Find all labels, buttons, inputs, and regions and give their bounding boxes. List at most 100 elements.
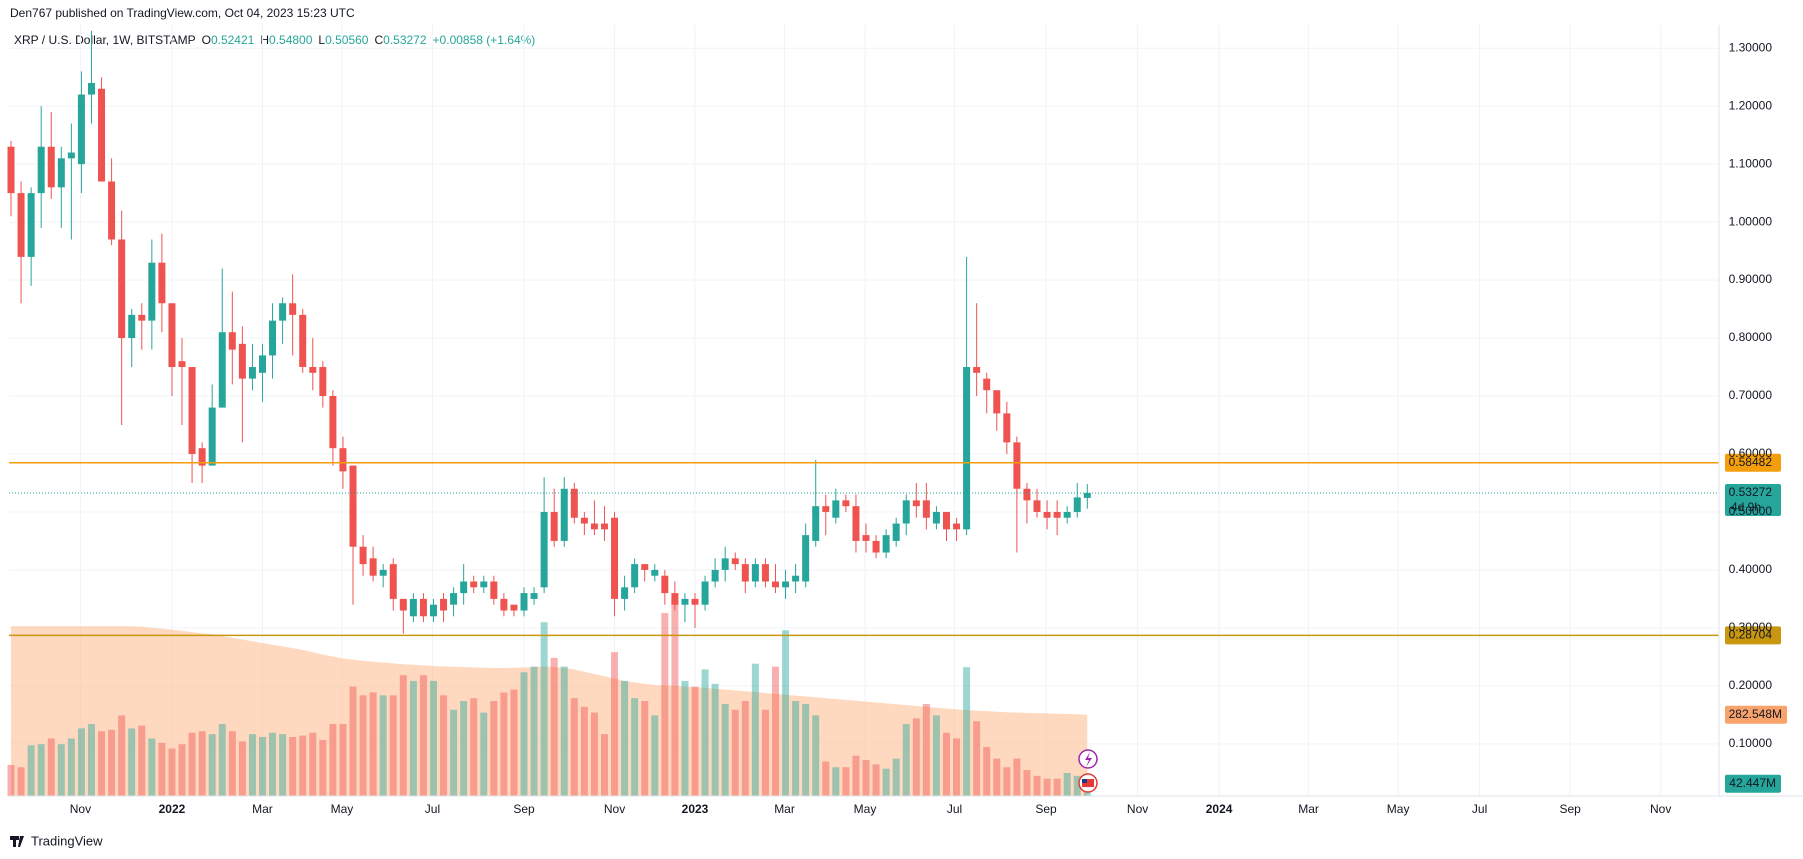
candle-body [942,511,950,530]
candle-body [510,604,518,611]
volume-bar [450,709,458,796]
candle-body [932,511,940,524]
event-icons[interactable] [1078,749,1098,793]
volume-bar [148,738,156,796]
volume-bar [802,703,810,796]
candle-body [540,511,548,588]
candle-body [1063,511,1071,518]
candle-body [319,367,327,397]
y-tick-label: 0.50000 [1729,504,1773,518]
volume-bar [198,731,206,796]
candle-body [983,378,991,391]
candle-body [852,506,860,541]
candle-body [208,407,216,466]
candle-body [600,523,608,530]
volume-bar [158,742,166,796]
candle-body [409,598,417,617]
candle-body [621,587,629,599]
volume-bar [460,701,468,796]
candle-body [198,448,206,466]
ohlc-value: 0.50560 [325,33,369,47]
volume-bar [1003,767,1011,796]
candle-body [812,506,820,541]
footer-logo: TradingView [10,833,103,848]
x-tick-label: Nov [1650,802,1671,816]
level-label-bg [1725,453,1781,472]
y-tick-label: 0.30000 [1729,620,1773,634]
candle-body [77,94,85,165]
volume-bar [832,767,840,796]
candle-body [188,367,196,454]
candle-body [872,540,880,553]
volume-bar [691,686,699,796]
candle-body [379,569,387,576]
volume-bar [309,732,317,796]
candles [7,30,1091,634]
volume-bar [681,680,689,796]
volume-bar [188,732,196,796]
candle-body [550,511,558,541]
volume-bar [510,689,518,796]
volume-bar [490,701,498,796]
candle-body [530,593,538,599]
volume-bar [993,758,1001,796]
volume-bar [812,715,820,796]
volume-bar [17,767,25,796]
volume-bar [731,709,739,796]
candle-body [570,488,578,518]
x-tick-label: Mar [774,802,795,816]
volume-bar [912,718,920,796]
volume-bar [782,630,790,796]
candle-body [369,558,377,576]
volume-bar [470,698,478,796]
volume-bar [138,725,146,796]
volume-bar [922,703,930,796]
ohlc-key: C [374,33,383,47]
volume-bar [419,675,427,796]
x-tick-label: Mar [252,802,273,816]
candle-body [771,581,779,588]
axes: 0.10000 0.20000 0.30000 0.40000 0.50000 0.600… [70,40,1773,816]
volume-bar [77,728,85,796]
candle-body [892,523,900,541]
candle-body [289,303,297,315]
candle-body [7,146,15,194]
candle-body [1073,497,1081,512]
candle-body [118,239,126,339]
volume-bar [1013,758,1021,796]
volume-bar [67,738,75,796]
volume-bar [761,709,769,796]
volume-bar [87,724,95,796]
volume-bar [973,721,981,796]
candle-body [269,320,277,356]
candle-body [419,598,427,617]
candle-body [228,332,236,350]
candle-body [168,303,176,368]
candle-body [1043,511,1051,518]
volume-bar [580,706,588,796]
x-tick-label: May [854,802,877,816]
candle-body [953,523,961,530]
candle-body [349,465,357,547]
volume-bar [319,739,327,796]
volume-bar [852,755,860,796]
volume-bar [721,703,729,796]
volume-bar [671,600,679,796]
candle-body [671,593,679,605]
volume-bar [822,761,830,796]
candle-body [721,558,729,570]
last-price-bg [1725,483,1781,516]
volume-bar [520,672,528,796]
candle-body [500,598,508,611]
volume-bar [47,738,55,796]
volume-bar [238,741,246,796]
volume-bar [369,692,377,796]
volume-bar [983,747,991,796]
volume-bar [882,768,890,796]
volume-bar [440,695,448,796]
y-tick-label: 0.60000 [1729,446,1773,460]
volume-bar [379,695,387,796]
candle-body [691,598,699,605]
change: +0.00858 (+1.64%) [433,33,536,47]
